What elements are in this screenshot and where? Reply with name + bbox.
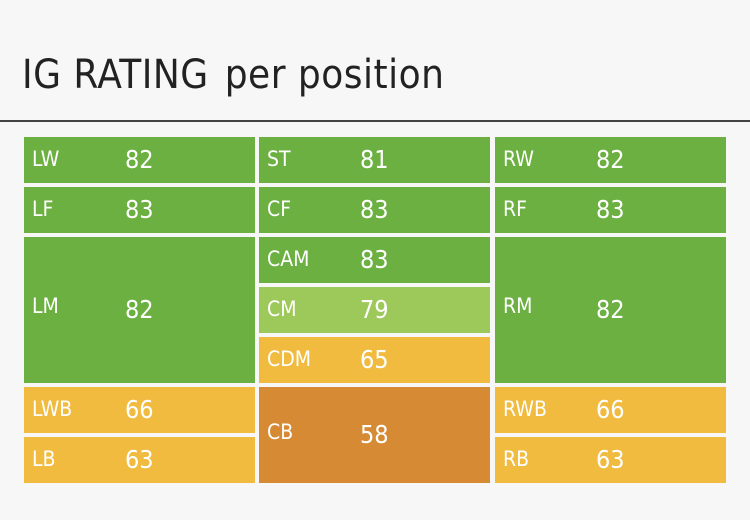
position-rating: 82 [125,295,154,324]
position-cell-lw: LW 82 [24,137,255,183]
position-rating: 83 [125,195,154,224]
title-main: IG RATING [22,52,209,98]
page-title: IG RATING per position [22,52,444,98]
position-cell-lb: LB 63 [24,437,255,483]
position-label: ST [267,147,291,171]
position-label: LF [32,197,54,221]
position-rating: 79 [360,295,389,324]
position-rating: 66 [125,395,154,424]
position-rating: 83 [360,195,389,224]
position-rating: 81 [360,145,389,174]
position-label: CAM [267,247,310,271]
title-sub: per position [224,52,445,98]
position-cell-cf: CF 83 [259,187,490,233]
position-rating: 65 [360,345,389,374]
position-rating: 63 [596,445,625,474]
position-cell-rb: RB 63 [495,437,726,483]
position-cell-rf: RF 83 [495,187,726,233]
position-rating: 82 [125,145,154,174]
position-cell-cm: CM 79 [259,287,490,333]
position-cell-lf: LF 83 [24,187,255,233]
position-rating: 58 [360,420,389,449]
position-rating: 82 [596,145,625,174]
position-label: RWB [503,397,547,421]
position-rating: 83 [596,195,625,224]
position-label: RM [503,294,533,318]
position-label: CM [267,297,297,321]
position-label: CDM [267,347,312,371]
position-cell-cdm: CDM 65 [259,337,490,383]
position-cell-rwb: RWB 66 [495,387,726,433]
position-label: LB [32,447,56,471]
position-label: CB [267,420,294,444]
position-label: LM [32,294,59,318]
title-divider [0,120,750,122]
position-cell-st: ST 81 [259,137,490,183]
position-label: RB [503,447,530,471]
position-rating: 82 [596,295,625,324]
position-cell-rw: RW 82 [495,137,726,183]
position-label: LWB [32,397,73,421]
position-label: RF [503,197,527,221]
position-label: RW [503,147,534,171]
position-cell-rm: RM 82 [495,237,726,383]
position-cell-lm: LM 82 [24,237,255,383]
position-rating: 66 [596,395,625,424]
position-cell-cam: CAM 83 [259,237,490,283]
position-cell-cb: CB 58 [259,387,490,483]
position-label: LW [32,147,60,171]
position-label: CF [267,197,292,221]
position-rating: 83 [360,245,389,274]
position-cell-lwb: LWB 66 [24,387,255,433]
position-rating: 63 [125,445,154,474]
